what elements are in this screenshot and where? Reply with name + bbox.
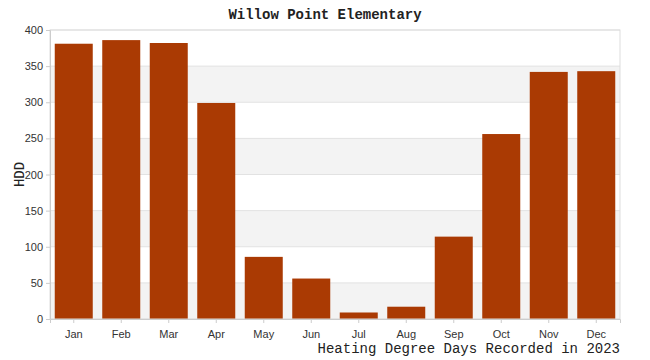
x-tick: Jul — [352, 319, 366, 340]
y-tick: 100 — [25, 241, 50, 253]
y-tick: 200 — [25, 169, 50, 181]
bar — [245, 257, 283, 319]
y-tick-mark — [46, 175, 50, 176]
bars — [55, 40, 616, 319]
y-tick-label: 50 — [31, 277, 43, 289]
y-axis-line — [46, 31, 51, 320]
x-tick-label: Jun — [302, 328, 320, 340]
x-tick-mark — [596, 319, 597, 323]
x-tick-label: Apr — [208, 328, 225, 340]
bar — [150, 43, 188, 319]
bar — [55, 44, 93, 319]
x-tick-label: Dec — [586, 328, 606, 340]
y-tick-label: 100 — [25, 241, 43, 253]
x-tick: Apr — [208, 319, 225, 340]
x-axis-title: Heating Degree Days Recorded in 2023 — [318, 341, 620, 357]
x-tick-label: Feb — [112, 328, 131, 340]
bar — [577, 71, 615, 319]
x-tick-label: Nov — [539, 328, 559, 340]
y-tick: 250 — [25, 132, 50, 144]
title: Willow Point Elementary — [228, 7, 422, 23]
x-tick-mark — [263, 319, 264, 323]
y-axis: 0 50 100 150 200 250 300 350 400 — [25, 24, 51, 325]
y-tick-mark — [46, 283, 50, 284]
x-tick-label: Aug — [396, 328, 416, 340]
x-tick: Sep — [444, 319, 464, 340]
x-tick-mark — [73, 319, 74, 323]
grid — [50, 30, 620, 319]
y-tick-mark — [46, 102, 50, 103]
plot-frame — [50, 30, 620, 319]
y-tick: 350 — [25, 60, 50, 72]
bar — [197, 103, 235, 319]
x-tick-mark — [168, 319, 169, 323]
x-tick-mark — [501, 319, 502, 323]
x-tick-label: May — [253, 328, 274, 340]
plot-background — [50, 30, 620, 319]
x-tick-mark — [311, 319, 312, 323]
x-tick-mark — [121, 319, 122, 323]
bar — [340, 312, 378, 319]
bar — [435, 237, 473, 319]
bar — [102, 40, 140, 319]
y-tick-label: 350 — [25, 60, 43, 72]
y-tick-label: 300 — [25, 96, 43, 108]
y-tick-label: 150 — [25, 205, 43, 217]
y-tick-label: 250 — [25, 132, 43, 144]
y-tick-mark — [46, 66, 50, 67]
y-tick-mark — [46, 247, 50, 248]
x-axis-line — [51, 320, 621, 324]
bar — [387, 307, 425, 319]
x-tick-mark — [358, 319, 359, 323]
x-tick-mark — [216, 319, 217, 323]
y-tick-mark — [46, 211, 50, 212]
bar — [292, 279, 330, 319]
y-tick: 400 — [25, 24, 50, 36]
x-tick: Nov — [539, 319, 559, 340]
y-tick: 0 — [37, 313, 50, 325]
x-tick: Jun — [302, 319, 320, 340]
x-tick: May — [253, 319, 274, 340]
y-tick-mark — [46, 30, 50, 31]
x-tick-label: Oct — [493, 328, 510, 340]
bar — [482, 134, 520, 319]
y-tick-label: 400 — [25, 24, 43, 36]
x-tick: Mar — [159, 319, 178, 340]
x-tick: Jan — [65, 319, 83, 340]
x-tick-label: Mar — [159, 328, 178, 340]
x-tick-label: Sep — [444, 328, 464, 340]
x-axis: Jan Feb Mar Apr May Jun Jul Aug Sep Oct Nov Dec — [51, 319, 621, 340]
y-tick: 50 — [31, 277, 50, 289]
y-tick-mark — [46, 138, 50, 139]
x-tick: Dec — [586, 319, 606, 340]
y-tick: 150 — [25, 205, 50, 217]
x-tick-label: Jul — [352, 328, 366, 340]
y-tick-mark — [46, 319, 50, 320]
x-tick-mark — [406, 319, 407, 323]
x-tick: Oct — [493, 319, 510, 340]
x-tick: Feb — [112, 319, 131, 340]
x-tick: Aug — [396, 319, 416, 340]
x-tick-label: Jan — [65, 328, 83, 340]
bar — [530, 72, 568, 319]
y-axis-title: HDD — [12, 162, 28, 187]
y-tick-label: 0 — [37, 313, 43, 325]
x-tick-mark — [453, 319, 454, 323]
chart: 050100150200250300350400JanFebMarAprMayJ… — [0, 0, 650, 360]
x-tick-mark — [548, 319, 549, 323]
y-tick: 300 — [25, 96, 50, 108]
